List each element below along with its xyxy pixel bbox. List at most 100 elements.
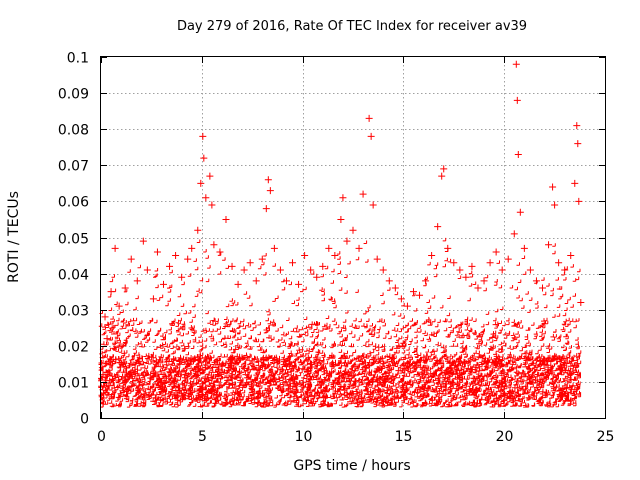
data-point (188, 244, 196, 252)
data-point (266, 187, 274, 195)
y-tick-label: 0.04 (58, 268, 89, 284)
data-point (480, 277, 488, 285)
data-point (567, 252, 575, 260)
data-point (258, 255, 266, 263)
y-tick-label: 0.06 (58, 195, 89, 211)
data-point (349, 226, 357, 234)
data-point (474, 284, 482, 292)
x-axis-label: GPS time / hours (293, 458, 410, 474)
y-tick-label: 0.02 (58, 340, 89, 356)
data-point (438, 172, 446, 180)
data-point (153, 248, 161, 256)
data-point (331, 252, 339, 260)
data-point (520, 244, 528, 252)
data-point (367, 132, 375, 140)
data-point (103, 335, 111, 343)
data-point (355, 244, 363, 252)
data-point (456, 266, 464, 274)
data-point (139, 237, 147, 245)
data-point (200, 154, 208, 162)
data-point (561, 266, 569, 274)
data-point (428, 252, 436, 260)
data-point (397, 295, 405, 303)
data-point (133, 277, 141, 285)
data-point (379, 266, 387, 274)
data-point (216, 248, 224, 256)
x-tick-label: 0 (97, 429, 106, 445)
x-tick-label: 10 (295, 429, 313, 445)
data-point (577, 298, 585, 306)
data-point (450, 259, 458, 267)
data-point (127, 255, 135, 263)
data-point (252, 277, 260, 285)
data-point (107, 288, 115, 296)
data-point (210, 241, 218, 249)
x-tick-label: 20 (496, 429, 514, 445)
data-point (549, 183, 557, 191)
plot-frame (100, 56, 606, 419)
data-point (313, 273, 321, 281)
data-point (526, 266, 534, 274)
data-point (513, 96, 521, 104)
data-point (202, 194, 210, 202)
data-point (516, 208, 524, 216)
data-point (444, 244, 452, 252)
data-point (194, 226, 202, 234)
axis-ticks: 0 0.01 0.02 0.03 0.04 0.05 0.06 0.07 0.08 0.09 0.1… (58, 51, 615, 446)
data-point (121, 284, 129, 292)
data-point (486, 259, 494, 267)
data-point (208, 201, 216, 209)
data-point (301, 252, 309, 260)
background-point-cloud (98, 237, 582, 408)
y-axis-label: ROTI / TECUs (6, 191, 22, 283)
data-point (492, 248, 500, 256)
data-point (289, 259, 297, 267)
data-point (295, 280, 303, 288)
data-point (365, 114, 373, 122)
data-point (369, 201, 377, 209)
data-point (222, 215, 230, 223)
data-point (391, 284, 399, 292)
data-point (325, 244, 333, 252)
data-point (498, 266, 506, 274)
data-point (468, 262, 476, 270)
data-point (514, 150, 522, 158)
data-point (339, 194, 347, 202)
data-point (574, 140, 582, 148)
data-points (98, 60, 585, 408)
y-tick-label: 0.1 (67, 51, 89, 67)
data-point (149, 295, 157, 303)
data-point (184, 255, 192, 263)
data-point (143, 266, 151, 274)
data-point (512, 60, 520, 68)
data-point (571, 179, 579, 187)
data-point (343, 237, 351, 245)
y-tick-label: 0.01 (58, 376, 89, 392)
data-point (422, 277, 430, 285)
data-point (172, 252, 180, 260)
data-point (319, 262, 327, 270)
data-point (462, 273, 470, 281)
y-tick-label: 0.09 (58, 87, 89, 103)
data-point (510, 230, 518, 238)
data-point (555, 259, 563, 267)
data-point (101, 313, 109, 321)
data-point (539, 284, 547, 292)
data-point (307, 266, 315, 274)
data-point (434, 223, 442, 231)
y-tick-label: 0 (80, 412, 89, 428)
data-point (166, 262, 174, 270)
y-tick-label: 0.03 (58, 304, 89, 320)
data-point (409, 288, 417, 296)
data-point (197, 179, 205, 187)
data-point (246, 259, 254, 267)
x-tick-label: 5 (198, 429, 207, 445)
data-point (359, 190, 367, 198)
x-tick-label: 25 (597, 429, 615, 445)
data-point (403, 302, 411, 310)
data-point (551, 201, 559, 209)
chart-title: Day 279 of 2016, Rate Of TEC Index for r… (177, 19, 527, 34)
data-point (575, 197, 583, 205)
data-point (159, 280, 167, 288)
